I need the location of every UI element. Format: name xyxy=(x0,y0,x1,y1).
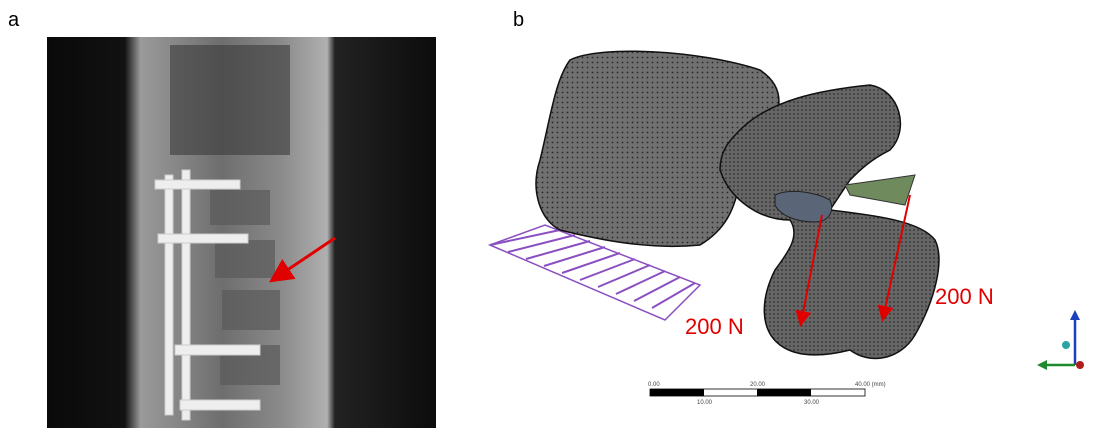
panel-label: b xyxy=(513,9,524,31)
force-label: 200 N xyxy=(685,314,744,339)
scale-bar: 0.00 20.00 40.00 (mm) 10.00 30.00 xyxy=(648,382,886,406)
figure: a b xyxy=(0,0,1094,430)
scale-label: 20.00 xyxy=(750,382,766,388)
scale-label: 0.00 xyxy=(648,382,660,388)
scale-label: 10.00 xyxy=(697,400,713,406)
vertebra-model xyxy=(490,51,939,358)
xray-image xyxy=(47,37,436,428)
scale-label: 40.00 (mm) xyxy=(855,382,886,388)
scale-label: 30.00 xyxy=(804,400,820,406)
force-label: 200 N xyxy=(935,284,994,309)
axis-triad xyxy=(1037,310,1084,370)
panel-label: a xyxy=(8,9,20,31)
